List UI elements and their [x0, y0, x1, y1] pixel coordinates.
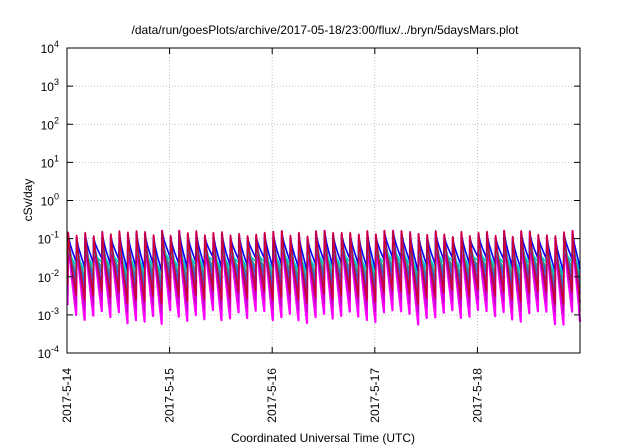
y-tick-label: 10-1	[38, 230, 59, 247]
series-line	[66, 232, 581, 315]
series-line	[66, 229, 582, 326]
y-tick-label: 10-2	[38, 268, 59, 285]
y-tick-label: 104	[41, 39, 59, 56]
x-tick-label: 2017-5-16	[265, 368, 279, 423]
y-tick-label: 101	[41, 153, 59, 170]
chart-title: /data/run/goesPlots/archive/2017-05-18/2…	[132, 23, 520, 37]
y-tick-labels: 10-4 10-3 10-2 10-1 100 101 102 103 104	[38, 39, 59, 361]
y-tick-label: 100	[41, 192, 59, 209]
series-line	[66, 230, 581, 306]
y-tick-label: 102	[41, 115, 59, 132]
y-tick-label: 10-3	[38, 306, 59, 323]
x-tick-label: 2017-5-18	[470, 368, 484, 423]
y-axis-title: cSv/day	[21, 179, 35, 222]
x-tick-label: 2017-5-17	[368, 368, 382, 423]
ticks	[66, 47, 580, 354]
x-axis-title: Coordinated Universal Time (UTC)	[231, 431, 415, 445]
series-layer	[66, 229, 582, 326]
y-tick-label: 103	[41, 77, 59, 94]
x-tick-label: 2017-5-14	[60, 368, 74, 423]
y-tick-label: 10-4	[38, 344, 59, 361]
x-tick-label: 2017-5-15	[163, 368, 177, 423]
x-tick-labels: 2017-5-14 2017-5-15 2017-5-16 2017-5-17 2017…	[60, 368, 484, 423]
